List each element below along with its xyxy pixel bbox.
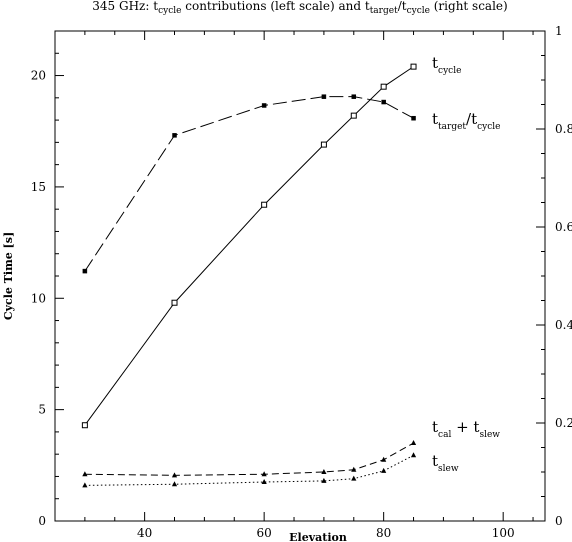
data-point-t-target-t-cycle [351, 94, 357, 99]
data-point-t-target-t-cycle [82, 268, 88, 274]
y-tick-label-left: 10 [31, 291, 46, 305]
data-point-t-cal-t-slew [321, 469, 327, 474]
data-point-t-cycle [81, 422, 88, 429]
series-label-t-target-over-t-cycle: ttarget/tcycle [432, 110, 501, 132]
chart-title-prefix: 345 GHz: t [92, 0, 158, 13]
data-point-t-cycle [320, 141, 327, 148]
data-point-t-cal-t-slew [82, 471, 88, 477]
y-tick-label-left: 20 [31, 69, 46, 83]
chart-title-sub-cycle: cycle [158, 6, 181, 16]
y-tick-label-right: 0.6 [555, 220, 572, 234]
y-tick-label-left: 5 [38, 403, 46, 417]
x-tick-label: 100 [492, 526, 515, 540]
y-tick-label-right: 0.8 [555, 122, 572, 136]
y-tick-label-right: 0.2 [555, 416, 572, 430]
chart-title-sub-target: target [370, 6, 398, 16]
data-point-t-target-t-cycle [411, 115, 416, 121]
data-point-t-cal-t-slew [261, 471, 267, 477]
data-point-t-target-t-cycle [381, 99, 386, 105]
series-label-t-cal-plus-t-slew: tcal + tslew [432, 418, 500, 440]
data-point-t-slew [351, 475, 357, 481]
series-line-t-target-t-cycle [84, 96, 414, 272]
x-tick-label: 40 [137, 526, 152, 540]
series-line-t-slew [84, 454, 414, 486]
series-line-t-cycle [84, 66, 414, 426]
chart-title: 345 GHz: tcycle contributions (left scal… [92, 0, 507, 16]
data-point-t-slew [171, 481, 178, 487]
y-tick-label-left: 0 [38, 514, 46, 528]
series-layer [81, 63, 417, 488]
data-point-t-cal-t-slew [351, 466, 357, 472]
y-tick-label-left: 15 [31, 180, 46, 194]
x-axis-title: Elevation [289, 531, 347, 542]
data-point-t-cal-t-slew [381, 456, 387, 462]
data-point-t-slew [321, 477, 327, 483]
data-point-t-slew [82, 482, 88, 488]
data-point-t-cal-t-slew [410, 440, 417, 446]
chart-title-slash: /t [398, 0, 407, 13]
chart-title-suffix: (right scale) [430, 0, 508, 13]
data-point-t-target-t-cycle [321, 94, 327, 99]
data-point-t-cycle [171, 299, 178, 306]
data-point-t-slew [381, 467, 387, 473]
series-label-t-slew: tslew [432, 452, 459, 474]
data-point-t-slew [261, 479, 267, 485]
series-line-t-cal-t-slew [84, 442, 414, 476]
data-point-t-target-t-cycle [261, 103, 267, 108]
data-point-t-cycle [261, 201, 268, 208]
data-point-t-slew [410, 452, 417, 458]
data-point-t-cycle [410, 63, 417, 70]
chart-title-sub-cycle-2: cycle [407, 6, 430, 16]
data-point-t-target-t-cycle [172, 133, 177, 138]
series-label-t-cycle: tcycle [432, 54, 461, 76]
y-tick-label-right: 0 [555, 514, 563, 528]
ticks-layer: 40 60 80 100 0 5 10 15 20 0 0.2 0.4 0.6 0.8 1 [31, 24, 572, 540]
data-point-t-cycle [350, 112, 357, 119]
y-axis-title: Cycle Time [s] [2, 232, 15, 320]
y-tick-label-right: 1 [555, 24, 563, 38]
plot-frame [54, 30, 546, 522]
data-point-t-cal-t-slew [171, 472, 178, 478]
chart-title-mid: contributions (left scale) and t [181, 0, 369, 13]
data-point-t-cycle [380, 83, 387, 90]
y-tick-label-right: 0.4 [555, 318, 572, 332]
x-tick-label: 80 [376, 526, 391, 540]
x-tick-label: 60 [257, 526, 272, 540]
